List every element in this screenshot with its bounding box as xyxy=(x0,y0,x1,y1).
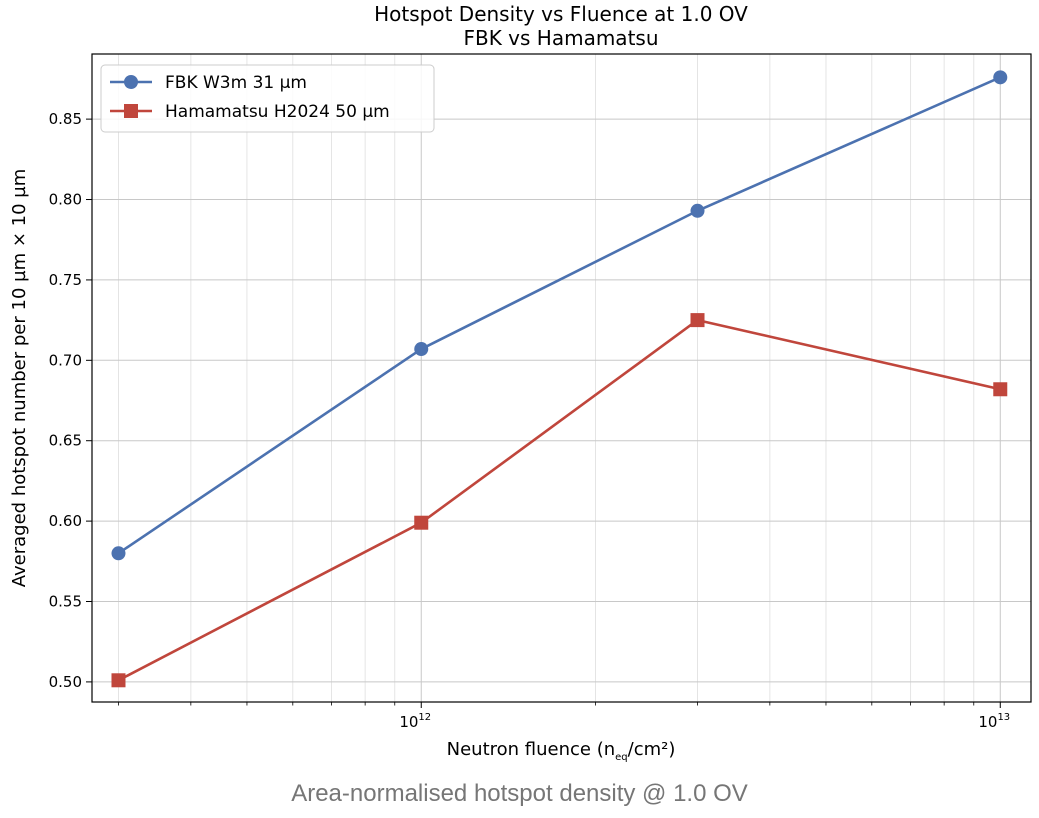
data-point-series-1 xyxy=(414,515,429,530)
x-axis-label-subscript: eq xyxy=(615,752,628,763)
y-tick-label: 0.80 xyxy=(49,191,82,209)
y-tick-label: 0.75 xyxy=(49,271,82,289)
y-axis-label: Averaged hotspot number per 10 µm × 10 µ… xyxy=(9,169,30,587)
svg-text:Neutron fluence (neq/cm²): Neutron fluence (neq/cm²) xyxy=(447,739,676,763)
legend-box xyxy=(100,64,435,133)
plot-area-frame xyxy=(91,53,1032,703)
x-axis-title: Neutron fluence (neq/cm²) xyxy=(447,739,676,763)
x-tick-label: 1012 xyxy=(399,712,431,731)
y-tick-label: 0.85 xyxy=(49,110,82,128)
series-line-0 xyxy=(117,76,1001,555)
data-point-series-0 xyxy=(111,546,126,561)
y-tick-label: 0.55 xyxy=(49,593,82,611)
data-point-series-1 xyxy=(690,313,705,328)
y-tick-label: 0.60 xyxy=(49,512,82,530)
chart-title: Hotspot Density vs Fluence at 1.0 OV xyxy=(374,2,748,26)
axis-ticks: 0.50 0.55 0.60 0.65 0.70 0.75 0.80 0.85 1012 1013 xyxy=(49,110,1011,731)
data-point-series-0 xyxy=(690,203,705,218)
x-tick-label: 1013 xyxy=(978,712,1010,731)
chart-subtitle: FBK vs Hamamatsu xyxy=(463,26,658,50)
y-tick-label: 0.70 xyxy=(49,351,82,369)
y-tick-label: 0.50 xyxy=(49,673,82,691)
legend-label-hamamatsu: Hamamatsu H2024 50 µm xyxy=(165,102,390,122)
data-series xyxy=(111,70,1008,688)
series-line-1 xyxy=(117,318,1001,682)
chart-figure: Hotspot Density vs Fluence at 1.0 OV FBK… xyxy=(9,2,1032,763)
chart-title-block: Hotspot Density vs Fluence at 1.0 OV FBK… xyxy=(374,2,748,50)
data-point-series-1 xyxy=(111,673,126,688)
legend-marker-fbk xyxy=(124,75,138,89)
grid-lines xyxy=(92,54,1031,702)
legend-entry-fbk: FBK W3m 31 µm xyxy=(110,73,307,93)
legend: FBK W3m 31 µm Hamamatsu H2024 50 µm xyxy=(100,64,435,133)
data-point-series-1 xyxy=(993,382,1008,397)
data-point-series-0 xyxy=(414,342,429,357)
legend-label-fbk: FBK W3m 31 µm xyxy=(165,73,307,93)
figure-caption: Area-normalised hotspot density @ 1.0 OV xyxy=(291,780,748,807)
y-tick-label: 0.65 xyxy=(49,432,82,450)
data-point-series-0 xyxy=(993,70,1008,85)
x-axis-label-main: Neutron fluence (n xyxy=(447,739,616,760)
legend-marker-hamamatsu xyxy=(124,104,138,118)
legend-entry-hamamatsu: Hamamatsu H2024 50 µm xyxy=(110,102,390,122)
x-axis-label-tail: /cm²) xyxy=(628,739,676,760)
